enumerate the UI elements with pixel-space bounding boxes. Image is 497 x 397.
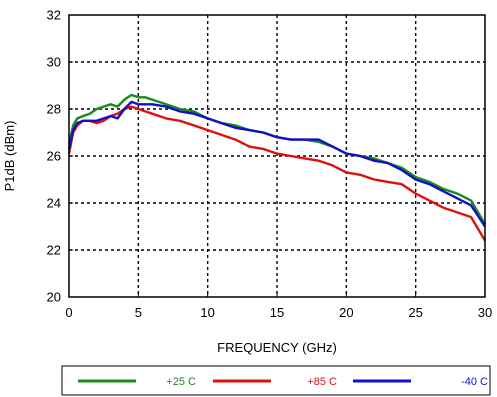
- x-tick-label: 0: [65, 305, 72, 320]
- legend-label: +25 C: [166, 376, 196, 388]
- plot-frame: [68, 14, 486, 298]
- y-tick-label: 30: [47, 55, 61, 70]
- legend-label: -40 C: [461, 376, 488, 388]
- x-tick-label: 20: [339, 305, 353, 320]
- y-tick-label: 24: [47, 196, 61, 211]
- series-line-40-c: [67, 100, 487, 228]
- legend: +25 C +85 C -40 C: [78, 376, 488, 388]
- legend-label: +85 C: [307, 376, 337, 388]
- x-axis-title: FREQUENCY (GHz): [217, 340, 337, 355]
- y-tick-label: 32: [47, 8, 61, 23]
- grid-lines: [69, 15, 485, 297]
- x-tick-label: 10: [200, 305, 214, 320]
- x-tick-label: 15: [270, 305, 284, 320]
- series-lines: [67, 93, 487, 242]
- y-tick-label: 22: [47, 243, 61, 258]
- y-tick-labels: 20 22 24 26 28 30 32: [47, 8, 61, 305]
- x-tick-label: 5: [135, 305, 142, 320]
- y-tick-label: 26: [47, 149, 61, 164]
- y-axis-title: P1dB (dBm): [2, 121, 17, 192]
- y-tick-label: 20: [47, 290, 61, 305]
- series-line-85-c: [67, 105, 487, 242]
- x-tick-label: 30: [478, 305, 492, 320]
- x-tick-labels: 0 5 10 15 20 25 30: [65, 305, 492, 320]
- y-tick-label: 28: [47, 102, 61, 117]
- x-tick-label: 25: [408, 305, 422, 320]
